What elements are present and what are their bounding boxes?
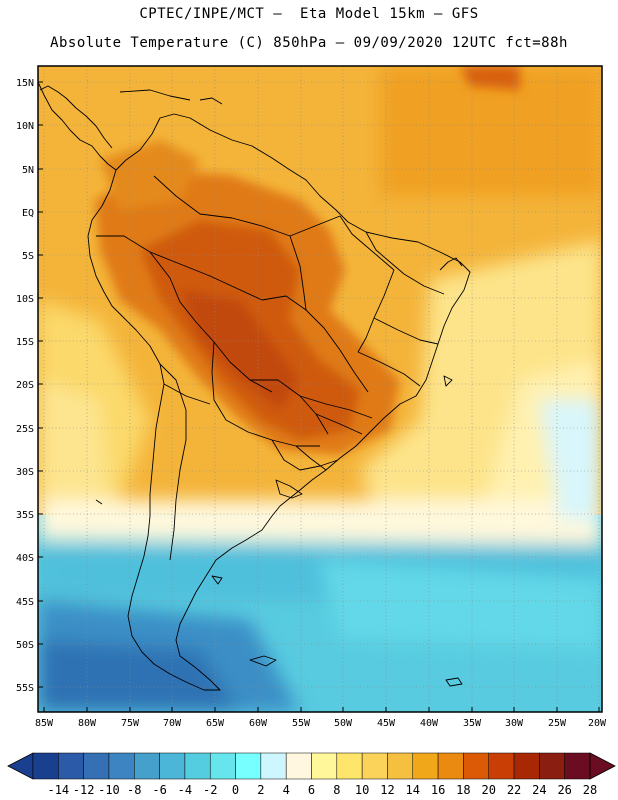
lat-label: 50S [16, 640, 34, 651]
colorbar-label: 14 [406, 783, 420, 797]
colorbar-label: -6 [152, 783, 166, 797]
map-title-line1: CPTEC/INPE/MCT – Eta Model 15km – GFS [139, 6, 479, 22]
colorbar-label: -8 [127, 783, 141, 797]
lon-label: 20W [588, 718, 607, 729]
lon-label: 40W [420, 718, 439, 729]
lat-label: 55S [16, 683, 34, 694]
colorbar-label: 8 [333, 783, 340, 797]
lat-label: 30S [16, 467, 34, 478]
colorbar-cell [285, 752, 312, 780]
colorbar-cell [387, 752, 414, 780]
lat-label: 35S [16, 510, 34, 521]
lat-label: 5S [22, 251, 34, 262]
lon-label: 80W [78, 718, 97, 729]
colorbar-label: 20 [482, 783, 496, 797]
colorbar-label: 26 [557, 783, 571, 797]
colorbar-cell [437, 752, 464, 780]
colorbar-label: 16 [431, 783, 445, 797]
colorbar-cell [58, 752, 84, 780]
colorbar: -14 -12 -10 -8 -6 -4 -2 0 2 4 6 8 10 12 14 16 18 20 22 24 26… [7, 752, 616, 797]
map-title-line2: Absolute Temperature (C) 850hPa – 09/09/… [50, 35, 568, 51]
lat-label: 45S [16, 597, 34, 608]
latitude-labels: 15N 10N 5N EQ 5S 10S 15S 20S 25S 30S 35S… [16, 78, 34, 694]
lat-label: 15N [16, 78, 34, 89]
lat-label: EQ [22, 208, 34, 219]
lon-label: 55W [292, 718, 311, 729]
plot-frame [37, 65, 603, 713]
colorbar-label: 6 [308, 783, 315, 797]
lon-label: 70W [163, 718, 182, 729]
colorbar-label: -12 [73, 783, 95, 797]
colorbar-label: 22 [507, 783, 521, 797]
temperature-field [38, 66, 602, 712]
graticule [38, 66, 602, 712]
colorbar-cell [209, 752, 236, 780]
colorbar-label: -10 [98, 783, 120, 797]
colorbar-label: 0 [232, 783, 239, 797]
colorbar-cell [336, 752, 363, 780]
colorbar-cell [311, 752, 338, 780]
lon-label: 50W [334, 718, 353, 729]
coastlines [38, 81, 471, 691]
colorbar-cell [260, 752, 287, 780]
lon-label: 25W [548, 718, 567, 729]
colorbar-cell [539, 752, 565, 780]
colorbar-cell [564, 752, 591, 780]
colorbar-label: -4 [178, 783, 192, 797]
colorbar-cell [184, 752, 211, 780]
colorbar-label: 24 [532, 783, 546, 797]
colorbar-label: 18 [456, 783, 470, 797]
lon-label: 35W [463, 718, 482, 729]
colorbar-max-arrow [589, 752, 616, 780]
lon-label: 45W [377, 718, 396, 729]
colorbar-cells [32, 752, 591, 780]
lat-label: 25S [16, 424, 34, 435]
colorbar-cell [159, 752, 186, 780]
colorbar-cell [83, 752, 110, 780]
colorbar-cell [412, 752, 439, 780]
colorbar-cell [513, 752, 540, 780]
lat-label: 20S [16, 380, 34, 391]
colorbar-min-arrow [7, 752, 34, 780]
colorbar-label: 12 [380, 783, 394, 797]
tick-marks [38, 81, 600, 712]
colorbar-labels: -14 -12 -10 -8 -6 -4 -2 0 2 4 6 8 10 12 14 16 18 20 22 24 26… [47, 783, 597, 797]
longitude-labels: 85W 80W 75W 70W 65W 60W 55W 50W 45W 40W … [35, 718, 607, 729]
lon-label: 85W [35, 718, 54, 729]
colorbar-cell [235, 752, 262, 780]
colorbar-cell [488, 752, 515, 780]
lon-label: 30W [505, 718, 524, 729]
colorbar-cell [361, 752, 388, 780]
colorbar-cell [108, 752, 135, 780]
lat-label: 40S [16, 553, 34, 564]
colorbar-cell [134, 752, 160, 780]
colorbar-label: -2 [203, 783, 217, 797]
colorbar-cell [463, 752, 489, 780]
lon-label: 60W [249, 718, 268, 729]
colorbar-label: -14 [47, 783, 69, 797]
lat-label: 10N [16, 121, 34, 132]
colorbar-label: 4 [283, 783, 290, 797]
lon-label: 75W [121, 718, 140, 729]
colorbar-label: 2 [257, 783, 264, 797]
colorbar-label: 10 [355, 783, 369, 797]
lat-label: 15S [16, 337, 34, 348]
colorbar-label: 28 [583, 783, 597, 797]
lat-label: 5N [22, 165, 34, 176]
colorbar-cell [32, 752, 59, 780]
lon-label: 65W [206, 718, 225, 729]
lat-label: 10S [16, 294, 34, 305]
